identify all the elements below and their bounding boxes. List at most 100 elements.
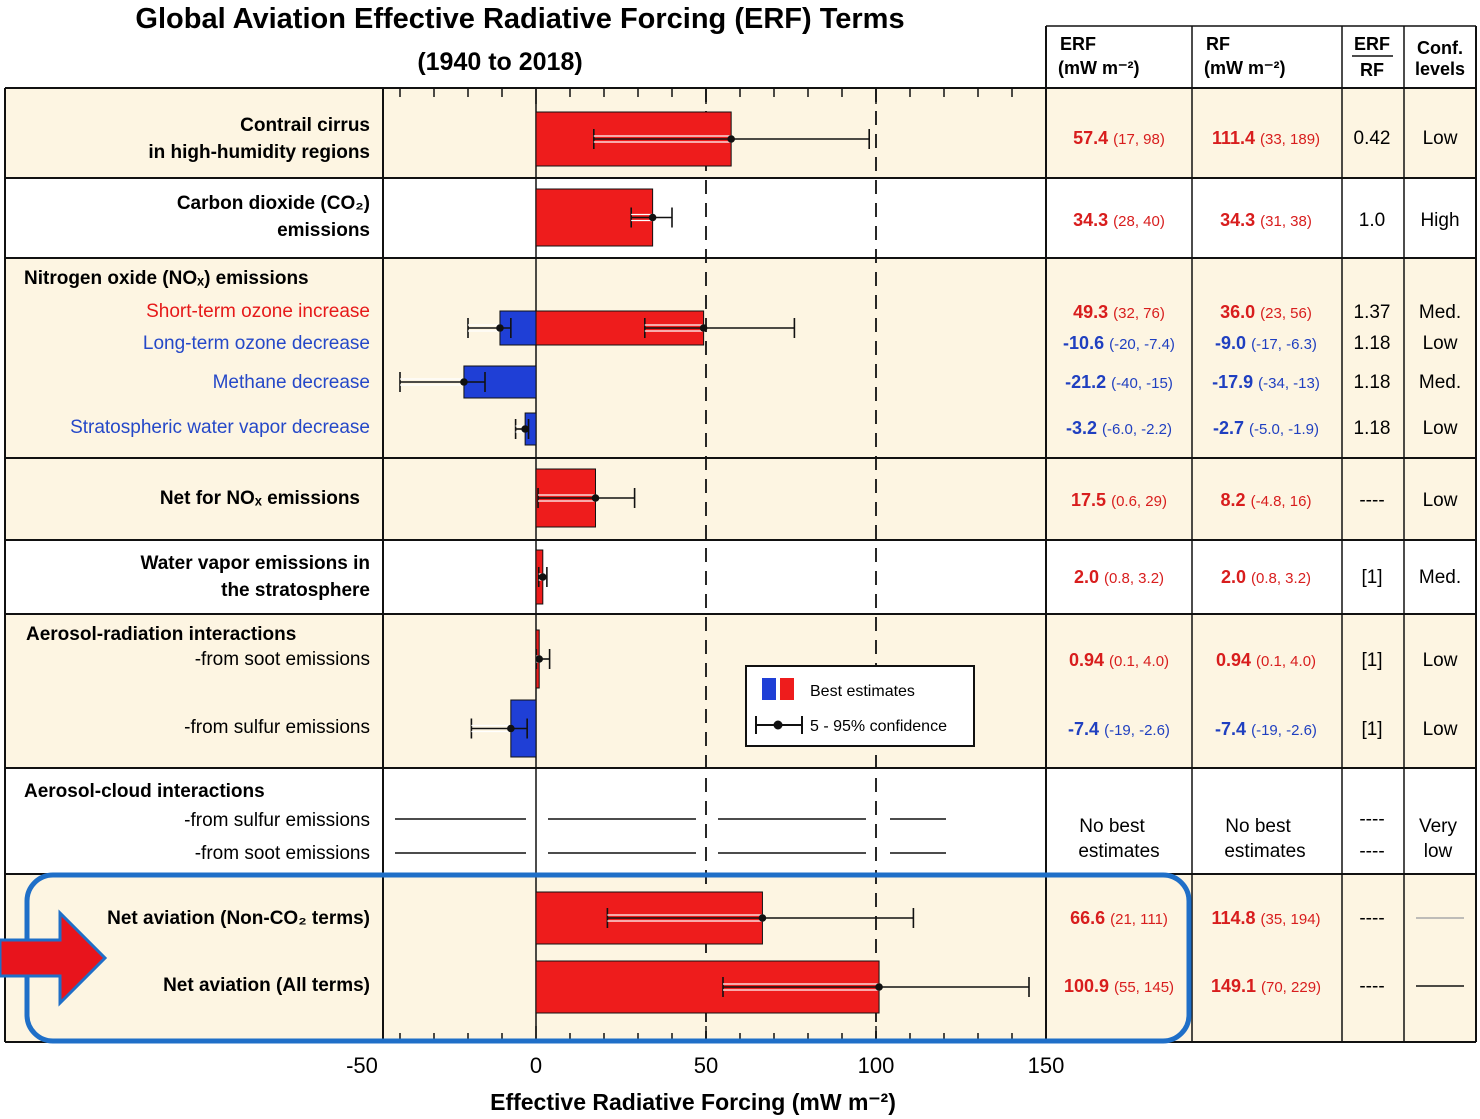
x-axis-label: Effective Radiative Forcing (mW m⁻²) [490, 1089, 896, 1115]
legend-conf-label: 5 - 95% confidence [810, 718, 947, 735]
conf-contrail: Low [1423, 128, 1458, 149]
label-nox-strat: Stratospheric water vapor decrease [70, 417, 370, 438]
header-rf: RF [1206, 34, 1230, 54]
header-rf-unit: (mW m⁻²) [1204, 58, 1285, 78]
label-net-nox: Net for NOₓ emissions [160, 488, 360, 509]
rf-value-net_nonco2: 114.8 (35, 194) [1211, 908, 1320, 928]
errorbar-co2 [630, 207, 673, 228]
label-nox-short: Short-term ozone increase [146, 301, 370, 322]
erf-value-nox_strat: -3.2 (-6.0, -2.2) [1066, 418, 1172, 438]
arrow-icon [0, 909, 108, 1007]
aerosol-cloud-cells: No best estimates No best estimates ----… [1078, 809, 1457, 862]
header-ratio-top: ERF [1354, 34, 1390, 54]
rf-value-nox_short: 36.0 (23, 56) [1220, 302, 1312, 322]
errorbar-nox_short [643, 318, 796, 338]
row-labels: Contrail cirrus in high-humidity regions… [24, 115, 370, 996]
label-net-all: Net aviation (All terms) [163, 975, 370, 996]
erf-value-aer_sulf: -7.4 (-19, -2.6) [1068, 719, 1170, 739]
ratio-aer_sulf: [1] [1361, 719, 1382, 740]
label-co2-1: Carbon dioxide (CO₂) [177, 193, 370, 214]
rf-value-contrail: 111.4 (33, 189) [1212, 128, 1320, 148]
ratio-cloud-soot: ---- [1359, 841, 1384, 862]
rf-values: 111.4 (33, 189) 34.3 (31, 38) 36.0 (23, 56… [1211, 128, 1321, 996]
conf-cloud-1: Very [1419, 816, 1458, 837]
label-wv-2: the stratosphere [221, 580, 370, 601]
column-headers: ERF (mW m⁻²) RF (mW m⁻²) ERF RF Conf. le… [1058, 34, 1465, 80]
rf-no-best-2: estimates [1224, 841, 1305, 862]
ratio-aer_soot: [1] [1361, 650, 1382, 671]
label-cloud-soot: -from soot emissions [195, 843, 370, 864]
conf-co2: High [1420, 210, 1459, 231]
row-backgrounds [5, 26, 1476, 1042]
erf-value-net_all: 100.9 (55, 145) [1064, 976, 1174, 996]
rf-value-nox_long: -9.0 (-17, -6.3) [1215, 333, 1317, 353]
erf-values: 57.4 (17, 98) 34.3 (28, 40) 49.3 (32, 76) -… [1063, 128, 1175, 996]
errorbar-aer_soot [535, 649, 551, 669]
erf-value-net_nonco2: 66.6 (21, 111) [1070, 908, 1168, 928]
label-net-nonco2: Net aviation (Non-CO₂ terms) [107, 908, 370, 929]
header-erf: ERF [1060, 34, 1096, 54]
ratio-water_vapor: [1] [1361, 567, 1382, 588]
erf-value-nox_meth: -21.2 (-40, -15) [1065, 372, 1173, 392]
ratio-cloud-sulf: ---- [1359, 809, 1384, 830]
header-erf-unit: (mW m⁻²) [1058, 58, 1139, 78]
ratio-contrail: 0.42 [1354, 128, 1391, 149]
conf-nox_long: Low [1423, 333, 1458, 354]
erf-value-water_vapor: 2.0 (0.8, 3.2) [1074, 567, 1164, 587]
erf-no-best-1: No best [1079, 816, 1145, 837]
legend-swatch-cooling [762, 678, 776, 700]
chart-subtitle: (1940 to 2018) [417, 48, 582, 76]
legend: Best estimates 5 - 95% confidence [745, 665, 975, 747]
erf-value-co2: 34.3 (28, 40) [1073, 210, 1165, 230]
x-tick-label: 100 [858, 1053, 895, 1078]
conf-aer_soot: Low [1423, 650, 1458, 671]
chart-title: Global Aviation Effective Radiative Forc… [135, 3, 904, 35]
ratio-nox_short: 1.37 [1354, 302, 1391, 323]
ratio-nox_long: 1.18 [1354, 333, 1391, 354]
conf-nox_meth: Med. [1419, 372, 1461, 393]
errorbar-nox_meth [399, 372, 486, 392]
x-tick-label: 50 [694, 1053, 718, 1078]
errorbar-net_nonco2 [606, 908, 915, 928]
rf-value-water_vapor: 2.0 (0.8, 3.2) [1221, 567, 1311, 587]
rf-value-aer_sulf: -7.4 (-19, -2.6) [1215, 719, 1317, 739]
erf-value-nox_long: -10.6 (-20, -7.4) [1063, 333, 1175, 353]
rf-no-best-1: No best [1225, 816, 1291, 837]
error-bars [399, 129, 1030, 997]
x-tick-label: -50 [346, 1053, 378, 1078]
label-wv-1: Water vapor emissions in [141, 553, 370, 574]
conf-nox_short: Med. [1419, 302, 1461, 323]
conf-water_vapor: Med. [1419, 567, 1461, 588]
rf-value-co2: 34.3 (31, 38) [1220, 210, 1312, 230]
aerosol-cloud-no-estimate-lines [395, 818, 946, 854]
errorbar-nox_strat [514, 419, 530, 439]
label-nox-long: Long-term ozone decrease [143, 333, 370, 354]
conf-cloud-2: low [1424, 841, 1453, 862]
legend-best-label: Best estimates [810, 683, 915, 700]
ratio-nox_meth: 1.18 [1354, 372, 1391, 393]
header-conf-bottom: levels [1415, 59, 1465, 79]
ratio-net_all: ---- [1359, 976, 1384, 997]
errorbar-contrail [592, 129, 871, 149]
erf-value-contrail: 57.4 (17, 98) [1073, 128, 1165, 148]
rf-value-net_nox: 8.2 (-4.8, 16) [1221, 490, 1312, 510]
erf-rf-ratios: 0.42 1.0 1.37 1.18 1.18 1.18 ---- [1] [1] [1] ----… [1354, 128, 1391, 997]
x-tick-label: 150 [1028, 1053, 1065, 1078]
label-co2-2: emissions [277, 220, 370, 241]
confidence-levels: Low High Med. Low Med. Low Low Med. Low Low [1416, 128, 1464, 987]
label-contrail-2: in high-humidity regions [148, 142, 370, 163]
erf-value-net_nox: 17.5 (0.6, 29) [1071, 490, 1167, 510]
conf-nox_strat: Low [1423, 418, 1458, 439]
ratio-co2: 1.0 [1359, 210, 1385, 231]
conf-aer_sulf: Low [1423, 719, 1458, 740]
label-cloud-head: Aerosol-cloud interactions [24, 781, 265, 802]
rf-value-net_all: 149.1 (70, 229) [1211, 976, 1321, 996]
header-ratio-bottom: RF [1360, 60, 1384, 80]
legend-errorbar-icon [755, 716, 803, 734]
label-aer-head: Aerosol-radiation interactions [26, 624, 296, 645]
label-cloud-sulf: -from sulfur emissions [184, 810, 370, 831]
erf-value-nox_short: 49.3 (32, 76) [1073, 302, 1165, 322]
x-tick-label: 0 [530, 1053, 542, 1078]
ratio-net_nonco2: ---- [1359, 908, 1384, 929]
